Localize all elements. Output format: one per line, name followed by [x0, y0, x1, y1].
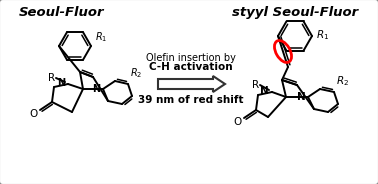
Text: N: N	[92, 84, 100, 94]
Text: 39 nm of red shift: 39 nm of red shift	[138, 95, 244, 105]
Text: N: N	[57, 78, 65, 88]
Text: C-H activation: C-H activation	[149, 62, 233, 72]
Text: $R_1$: $R_1$	[95, 30, 107, 44]
Text: N: N	[297, 92, 306, 102]
Text: O: O	[234, 117, 242, 127]
Text: N: N	[260, 86, 269, 96]
Text: $R_1$: $R_1$	[316, 28, 329, 42]
Text: R: R	[253, 80, 260, 90]
Text: $R_2$: $R_2$	[130, 66, 143, 80]
Text: O: O	[30, 109, 38, 119]
Text: Seoul-Fluor: Seoul-Fluor	[19, 6, 105, 19]
Text: R: R	[48, 73, 56, 83]
Text: $R_2$: $R_2$	[336, 74, 349, 88]
FancyArrow shape	[158, 76, 225, 92]
Text: Olefin insertion by: Olefin insertion by	[146, 53, 236, 63]
Text: styyl Seoul-Fluor: styyl Seoul-Fluor	[232, 6, 358, 19]
